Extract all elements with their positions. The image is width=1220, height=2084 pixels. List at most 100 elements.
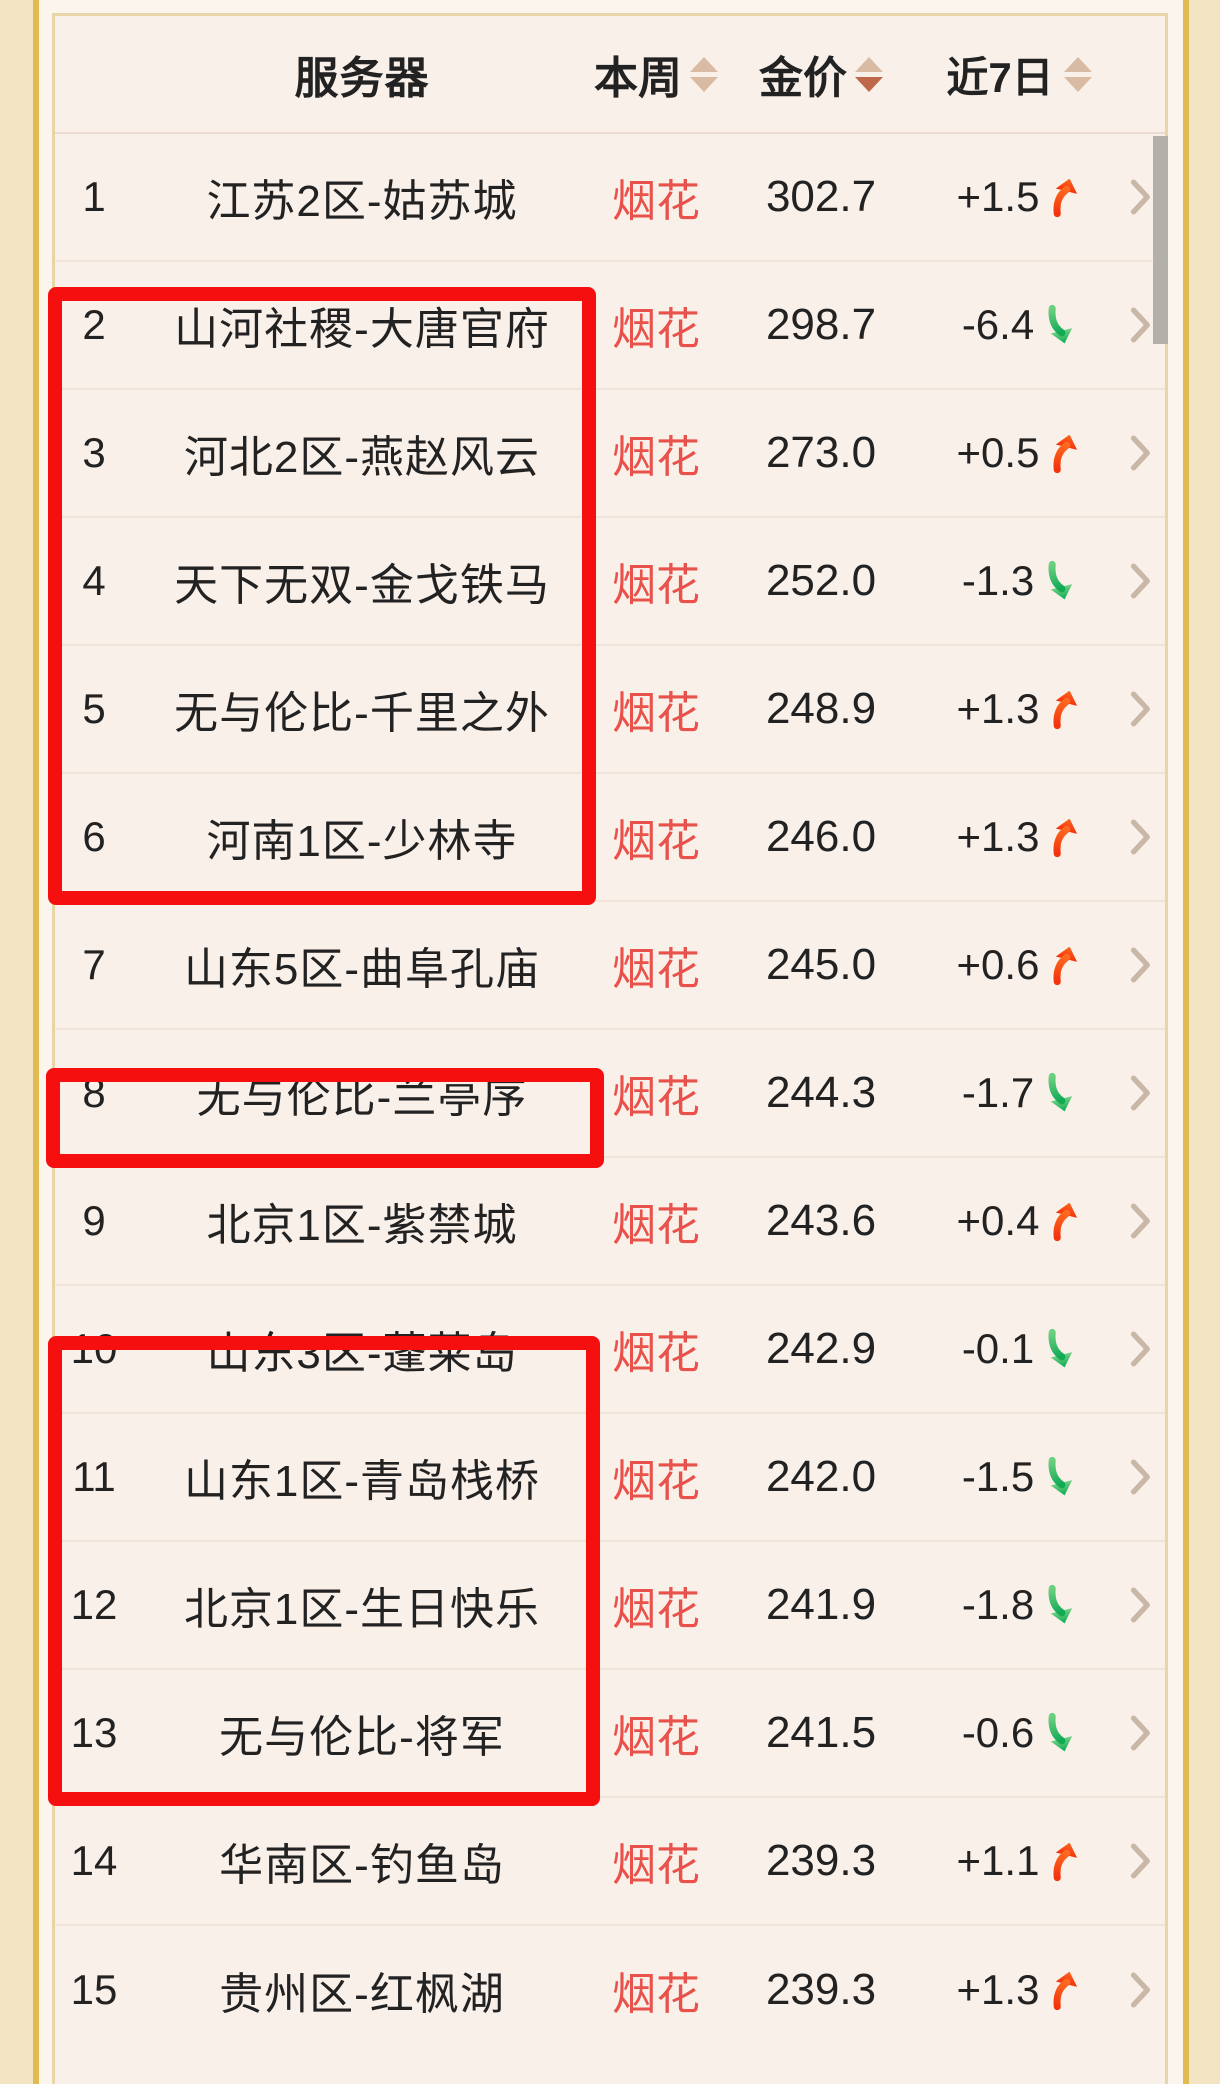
- gold-price-value: 239.3: [765, 1965, 877, 2014]
- rank-value: 14: [70, 1837, 118, 1884]
- table-row[interactable]: 2 山河社稷-大唐官府 烟花 298.7 -6.4: [55, 262, 1165, 390]
- server-name: 河北2区-燕赵风云: [183, 433, 541, 482]
- scrollbar-thumb[interactable]: [1153, 136, 1168, 344]
- sort-icon-recent7[interactable]: [1063, 56, 1092, 92]
- category-badge: 烟花: [612, 945, 700, 994]
- price-change-value: -0.6: [961, 1709, 1035, 1756]
- gold-price-table: 服务器 本周 金价 近7日 1 江苏2区-姑苏城 烟花 302.7 +1.5: [52, 13, 1168, 2084]
- sort-icon-week[interactable]: [690, 56, 718, 92]
- category-badge: 烟花: [612, 1841, 700, 1890]
- server-name: 河南1区-少林寺: [206, 817, 518, 866]
- column-header-recent7[interactable]: 近7日: [921, 44, 1117, 105]
- rank-value: 7: [82, 941, 106, 988]
- gold-price-value: 242.9: [765, 1324, 877, 1373]
- category-badge: 烟花: [612, 1201, 700, 1250]
- rank-value: 13: [70, 1709, 118, 1756]
- price-change-value: -6.4: [961, 301, 1035, 348]
- table-row[interactable]: 1 江苏2区-姑苏城 烟花 302.7 +1.5: [55, 134, 1165, 262]
- price-change: -1.8: [921, 1581, 1117, 1629]
- server-name: 山河社稷-大唐官府: [174, 305, 550, 354]
- trend-up-icon: [1053, 818, 1078, 857]
- rank-value: 1: [82, 173, 106, 220]
- rank-value: 2: [82, 301, 106, 348]
- trend-up-icon: [1053, 178, 1078, 217]
- price-change: -1.3: [921, 557, 1117, 605]
- table-row[interactable]: 14 华南区-钓鱼岛 烟花 239.3 +1.1: [55, 1798, 1165, 1926]
- chevron-right-icon[interactable]: [1117, 1843, 1165, 1879]
- price-change-value: +1.5: [956, 173, 1040, 220]
- category-badge: 烟花: [612, 817, 700, 866]
- table-row[interactable]: 6 河南1区-少林寺 烟花 246.0 +1.3: [55, 774, 1165, 902]
- chevron-right-icon[interactable]: [1117, 1075, 1165, 1111]
- chevron-right-icon[interactable]: [1117, 307, 1165, 343]
- trend-up-icon: [1053, 1971, 1078, 2010]
- server-name: 北京1区-紫禁城: [206, 1201, 518, 1250]
- chevron-right-icon[interactable]: [1117, 1203, 1165, 1239]
- server-name: 无与伦比-千里之外: [174, 689, 550, 738]
- table-row[interactable]: 3 河北2区-燕赵风云 烟花 273.0 +0.5: [55, 390, 1165, 518]
- gold-price-value: 248.9: [765, 684, 877, 733]
- price-change-value: -1.3: [961, 557, 1035, 604]
- price-change-value: -1.5: [961, 1453, 1035, 1500]
- trend-down-icon: [1048, 1073, 1073, 1112]
- server-name: 天下无双-金戈铁马: [174, 561, 550, 610]
- table-row[interactable]: 8 无与伦比-兰亭序 烟花 244.3 -1.7: [55, 1030, 1165, 1158]
- annotation-box-row-8: [46, 1068, 604, 1168]
- table-body: 1 江苏2区-姑苏城 烟花 302.7 +1.5 2 山河社稷-: [55, 134, 1165, 2054]
- rank-value: 12: [70, 1581, 118, 1628]
- gold-price-value: 298.7: [765, 300, 877, 349]
- table-row[interactable]: 5 无与伦比-千里之外 烟花 248.9 +1.3: [55, 646, 1165, 774]
- gold-price-value: 239.3: [765, 1836, 877, 1885]
- table-row[interactable]: 9 北京1区-紫禁城 烟花 243.6 +0.4: [55, 1158, 1165, 1286]
- rank-value: 4: [82, 557, 106, 604]
- category-badge: 烟花: [612, 561, 700, 610]
- chevron-right-icon[interactable]: [1117, 1331, 1165, 1367]
- chevron-right-icon[interactable]: [1117, 435, 1165, 471]
- table-row[interactable]: 15 贵州区-红枫湖 烟花 239.3 +1.3: [55, 1926, 1165, 2054]
- trend-down-icon: [1048, 1713, 1073, 1752]
- chevron-right-icon[interactable]: [1117, 1459, 1165, 1495]
- category-badge: 烟花: [612, 305, 700, 354]
- trend-down-icon: [1048, 305, 1073, 344]
- left-gold-divider: [33, 0, 39, 2084]
- chevron-right-icon[interactable]: [1117, 947, 1165, 983]
- chevron-right-icon[interactable]: [1117, 1972, 1165, 2008]
- annotation-box-rows-2-6: [48, 287, 596, 905]
- table-row[interactable]: 11 山东1区-青岛栈桥 烟花 242.0 -1.5: [55, 1414, 1165, 1542]
- table-row[interactable]: 10 山东3区-蓬莱岛 烟花 242.9 -0.1: [55, 1286, 1165, 1414]
- trend-up-icon: [1053, 946, 1078, 985]
- table-row[interactable]: 7 山东5区-曲阜孔庙 烟花 245.0 +0.6: [55, 902, 1165, 1030]
- chevron-right-icon[interactable]: [1117, 563, 1165, 599]
- column-header-price[interactable]: 金价: [721, 42, 921, 106]
- table-row[interactable]: 4 天下无双-金戈铁马 烟花 252.0 -1.3: [55, 518, 1165, 646]
- price-change: -0.6: [921, 1709, 1117, 1757]
- column-header-server[interactable]: 服务器: [133, 42, 591, 106]
- gold-price-value: 244.3: [765, 1068, 877, 1117]
- rank-value: 9: [82, 1197, 106, 1244]
- price-change: +1.3: [921, 685, 1117, 733]
- trend-up-icon: [1053, 434, 1078, 473]
- server-name: 江苏2区-姑苏城: [206, 177, 518, 226]
- price-change: -6.4: [921, 301, 1117, 349]
- price-change-value: +1.1: [956, 1837, 1040, 1884]
- category-badge: 烟花: [612, 1457, 700, 1506]
- server-name: 北京1区-生日快乐: [183, 1585, 541, 1634]
- chevron-right-icon[interactable]: [1117, 819, 1165, 855]
- chevron-right-icon[interactable]: [1117, 179, 1165, 215]
- gold-price-value: 302.7: [765, 172, 877, 221]
- chevron-right-icon[interactable]: [1117, 691, 1165, 727]
- trend-up-icon: [1053, 1842, 1078, 1881]
- price-change: -0.1: [921, 1325, 1117, 1373]
- rank-value: 6: [82, 813, 106, 860]
- table-row[interactable]: 13 无与伦比-将军 烟花 241.5 -0.6: [55, 1670, 1165, 1798]
- sort-icon-price[interactable]: [855, 56, 883, 92]
- price-change-value: -1.7: [961, 1069, 1035, 1116]
- gold-price-value: 246.0: [765, 812, 877, 861]
- chevron-right-icon[interactable]: [1117, 1715, 1165, 1751]
- price-change: +0.4: [921, 1197, 1117, 1245]
- table-row[interactable]: 12 北京1区-生日快乐 烟花 241.9 -1.8: [55, 1542, 1165, 1670]
- column-header-week-label: 本周: [594, 54, 682, 103]
- price-change-value: -1.8: [961, 1581, 1035, 1628]
- column-header-week[interactable]: 本周: [591, 42, 721, 106]
- chevron-right-icon[interactable]: [1117, 1587, 1165, 1623]
